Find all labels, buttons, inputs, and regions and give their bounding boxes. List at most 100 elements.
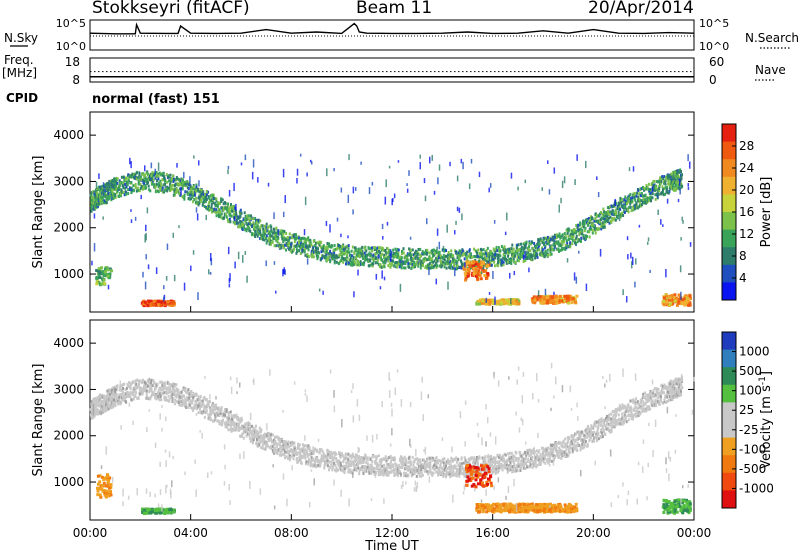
data-cell bbox=[165, 276, 168, 281]
data-cell bbox=[462, 161, 464, 170]
data-cell bbox=[558, 204, 561, 213]
data-cell bbox=[277, 232, 280, 236]
data-cell bbox=[256, 429, 259, 433]
data-cell bbox=[541, 187, 543, 191]
data-cell bbox=[275, 290, 277, 294]
data-cell bbox=[265, 226, 268, 230]
data-cell bbox=[675, 185, 678, 189]
data-cell bbox=[102, 278, 106, 282]
data-cell bbox=[148, 188, 151, 192]
velocity-panel-frame bbox=[89, 319, 695, 521]
data-cell bbox=[592, 221, 595, 225]
data-cell bbox=[521, 251, 524, 255]
data-cell bbox=[361, 245, 364, 249]
data-cell bbox=[369, 263, 372, 267]
data-cell bbox=[571, 297, 575, 301]
data-cell bbox=[402, 251, 405, 255]
data-cell bbox=[180, 186, 182, 196]
data-cell bbox=[105, 196, 108, 200]
data-cell bbox=[190, 189, 193, 193]
data-cell bbox=[558, 249, 561, 253]
data-cell bbox=[165, 387, 168, 391]
near-range-echo bbox=[661, 293, 692, 308]
data-cell bbox=[210, 203, 213, 207]
data-cell bbox=[648, 189, 651, 193]
data-cell bbox=[114, 193, 117, 197]
data-cell bbox=[162, 296, 165, 302]
data-cell bbox=[624, 206, 627, 210]
nsky-line bbox=[89, 22, 695, 35]
data-cell bbox=[144, 184, 147, 188]
data-cell bbox=[476, 277, 480, 281]
data-cell bbox=[159, 380, 162, 384]
data-cell bbox=[639, 188, 642, 192]
data-cell bbox=[459, 254, 462, 258]
data-cell bbox=[91, 415, 94, 419]
data-cell bbox=[275, 244, 278, 248]
data-cell bbox=[146, 207, 149, 214]
data-cell bbox=[679, 187, 681, 195]
data-cell bbox=[642, 194, 645, 198]
data-cell bbox=[464, 262, 466, 268]
data-cell bbox=[247, 421, 250, 425]
data-cell bbox=[118, 397, 121, 401]
data-cell bbox=[573, 238, 576, 242]
data-cell bbox=[533, 254, 536, 258]
data-cell bbox=[538, 239, 541, 243]
data-cell bbox=[559, 235, 562, 239]
data-cell bbox=[121, 386, 124, 390]
data-cell bbox=[417, 261, 420, 265]
data-cell bbox=[107, 195, 110, 199]
data-cell bbox=[519, 255, 522, 259]
data-cell bbox=[475, 254, 478, 258]
data-cell bbox=[629, 200, 632, 204]
data-cell bbox=[256, 434, 259, 438]
data-cell bbox=[565, 297, 569, 301]
data-cell bbox=[517, 302, 521, 306]
data-cell bbox=[563, 297, 567, 301]
data-cell bbox=[477, 260, 480, 264]
data-cell bbox=[136, 189, 139, 193]
data-cell bbox=[105, 406, 108, 410]
data-cell bbox=[508, 248, 511, 252]
data-cell bbox=[389, 249, 392, 253]
data-cell bbox=[408, 265, 411, 269]
data-cell bbox=[270, 240, 273, 244]
data-cell bbox=[571, 230, 574, 234]
data-cell bbox=[175, 383, 178, 387]
data-cell bbox=[150, 387, 153, 391]
data-cell bbox=[516, 243, 519, 247]
data-cell bbox=[230, 417, 233, 421]
data-cell bbox=[578, 231, 581, 235]
data-cell bbox=[234, 422, 237, 426]
data-cell bbox=[181, 187, 184, 191]
data-cell bbox=[428, 251, 431, 255]
data-cell bbox=[543, 243, 546, 247]
data-cell bbox=[349, 259, 352, 263]
data-cell bbox=[617, 213, 620, 217]
data-cell bbox=[665, 269, 667, 278]
data-cell bbox=[175, 388, 178, 392]
data-cell bbox=[229, 206, 232, 210]
data-cell bbox=[616, 207, 619, 211]
data-cell bbox=[153, 381, 156, 385]
data-cell bbox=[339, 248, 342, 252]
data-cell bbox=[127, 394, 130, 398]
data-cell bbox=[163, 398, 166, 402]
data-cell bbox=[141, 390, 144, 394]
data-cell bbox=[443, 261, 446, 265]
data-cell bbox=[549, 300, 553, 304]
data-cell bbox=[600, 225, 603, 229]
data-cell bbox=[158, 186, 161, 190]
data-cell bbox=[97, 267, 101, 271]
data-cell bbox=[340, 187, 343, 193]
data-cell bbox=[270, 225, 273, 229]
data-cell bbox=[542, 241, 545, 245]
data-cell bbox=[336, 255, 339, 259]
data-cell bbox=[118, 395, 121, 399]
data-cell bbox=[215, 214, 218, 218]
data-cell bbox=[280, 229, 283, 233]
data-cell bbox=[326, 168, 328, 177]
data-cell bbox=[213, 408, 216, 412]
data-cell bbox=[233, 221, 236, 225]
